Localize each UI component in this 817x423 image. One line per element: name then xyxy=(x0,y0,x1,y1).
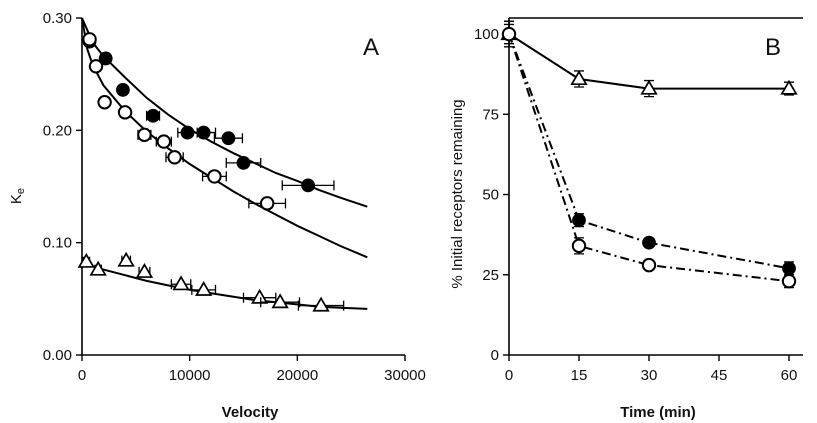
panel-a-data-point xyxy=(194,280,213,296)
panel-b-y-tick-label: 0 xyxy=(491,347,499,364)
panel-b-series-line xyxy=(508,33,790,283)
panel-a-y-tick-label: 0.00 xyxy=(43,347,72,364)
panel-b-data-point xyxy=(501,26,517,42)
panel-a-x-tick-label: 20000 xyxy=(276,367,318,384)
panel-b-y-tick-label: 75 xyxy=(482,106,499,123)
panel-a-data-point xyxy=(301,178,315,193)
panel-a-data-point xyxy=(89,260,107,276)
panel-b-data-point xyxy=(782,261,796,276)
panel-b-data-point xyxy=(781,273,797,289)
panel-b-series-open-triangle xyxy=(500,23,798,98)
panel-a-data-point xyxy=(88,59,104,74)
panel-b-y-tick-label: 100 xyxy=(474,26,499,43)
panel-b-y-axis-label: % Initial receptors remaining xyxy=(449,99,466,288)
panel-b-data-point xyxy=(571,238,587,254)
panel-b-series-line xyxy=(508,33,789,90)
panel-a-axes: 0 10000 20000 30000 0.00 0.10 0.20 0.30 xyxy=(43,10,426,384)
panel-a-y-tick-label: 0.30 xyxy=(43,10,72,27)
panel-a-data-point xyxy=(196,125,211,140)
panel-a-data-point xyxy=(135,262,154,278)
panel-b-data-point xyxy=(780,79,798,95)
panel-b-x-tick-label: 0 xyxy=(505,367,513,384)
panel-a-data-point xyxy=(236,156,251,170)
panel-b-axes: 0 15 30 45 60 0 25 50 75 100 xyxy=(474,17,803,384)
panel-a-data-point xyxy=(167,150,182,165)
panel-b-x-tick-label: 60 xyxy=(781,367,798,384)
panel-a-y-tick-label: 0.10 xyxy=(43,235,72,252)
panel-b-letter: B xyxy=(765,34,781,61)
panel-a-fit-curve xyxy=(81,17,368,259)
panel-a-data-point xyxy=(271,293,289,309)
panel-a-data-point xyxy=(312,296,330,312)
panel-b-series-open-circle xyxy=(501,20,797,289)
panel-a-y-axis-label-subscript: e xyxy=(15,188,27,194)
panel-a-y-tick-label: 0.20 xyxy=(43,122,72,139)
panel-a-data-point xyxy=(98,51,113,66)
panel-a-data-point xyxy=(82,32,97,47)
panel-a: A Velocity Ke 0 10000 20000 30000 0.00 0.10 0.… xyxy=(8,10,426,421)
panel-a-x-tick-label: 0 xyxy=(78,367,86,384)
panel-b-series-line xyxy=(508,33,790,270)
panel-a-data-point xyxy=(259,196,275,211)
panel-a-y-axis-label: Ke xyxy=(8,188,27,204)
panel-a-fit-curve xyxy=(81,261,368,310)
panel-b-data-point xyxy=(640,79,658,95)
panel-a-data-point xyxy=(77,252,95,268)
panel-b-y-tick-label: 25 xyxy=(482,267,499,284)
panel-a-data-point xyxy=(117,251,135,267)
panel-b-data-point xyxy=(641,257,657,273)
panel-b-x-tick-label: 30 xyxy=(641,367,658,384)
panel-a-data-point xyxy=(97,95,112,110)
panel-b-x-axis-label: Time (min) xyxy=(620,404,696,421)
panel-a-x-tick-label: 30000 xyxy=(384,367,426,384)
panel-b-x-tick-label: 15 xyxy=(571,367,588,384)
panel-a-data-point xyxy=(207,169,222,184)
panel-b-data-point xyxy=(572,213,586,228)
panel-a-data-point xyxy=(117,105,133,120)
panel-a-data-point xyxy=(221,131,236,146)
panel-a-data-point xyxy=(172,275,190,291)
panel-b-y-tick-label: 50 xyxy=(482,187,499,204)
panel-a-series-open-triangle xyxy=(77,251,368,312)
panel-a-data-point xyxy=(156,134,172,149)
panel-a-data-point xyxy=(250,288,269,304)
panel-b-x-tick-label: 45 xyxy=(711,367,728,384)
panel-a-data-point xyxy=(146,108,160,123)
panel-a-letter: A xyxy=(363,34,379,61)
panel-a-data-point xyxy=(137,127,152,143)
panel-b-data-point xyxy=(642,235,656,250)
panel-b-data-point xyxy=(570,70,588,86)
panel-b: B Time (min) % Initial receptors remaini… xyxy=(449,17,803,421)
panel-a-x-tick-label: 10000 xyxy=(169,367,211,384)
panel-a-data-point xyxy=(116,82,130,97)
panel-a-x-axis-label: Velocity xyxy=(222,404,279,421)
panel-a-series-open-circle xyxy=(81,17,368,259)
